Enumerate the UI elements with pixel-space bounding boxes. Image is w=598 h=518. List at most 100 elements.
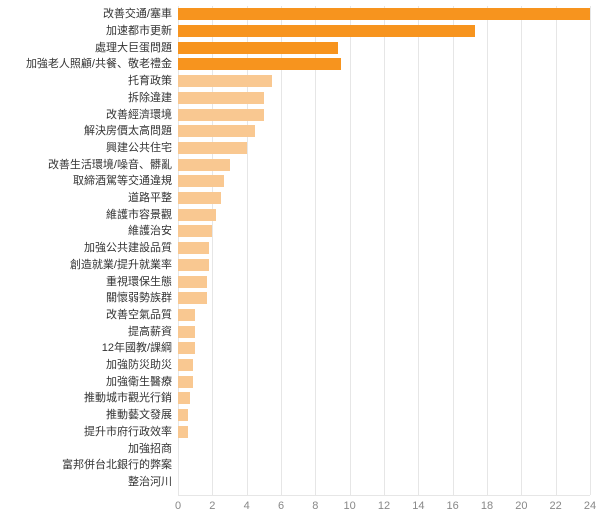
bar-label: 改善空氣品質: [106, 310, 178, 321]
bar-label: 托育政策: [128, 76, 178, 87]
bar-label: 整治河川: [128, 477, 178, 488]
bar: [178, 75, 272, 87]
bar: [178, 159, 230, 171]
bar: [178, 109, 264, 121]
bar-label: 道路平整: [128, 193, 178, 204]
bar-row: 改善經濟環境: [178, 109, 590, 121]
bar: [178, 42, 338, 54]
bar-label: 12年國教/課綱: [102, 343, 178, 354]
bar: [178, 376, 193, 388]
bar: [178, 309, 195, 321]
bar-row: 推動藝文發展: [178, 409, 590, 421]
x-tick-label: 24: [584, 501, 596, 512]
bar-label: 創造就業/提升就業率: [70, 260, 178, 271]
bar-row: 處理大巨蛋問題: [178, 42, 590, 54]
bar-row: 拆除違建: [178, 92, 590, 104]
bar: [178, 192, 221, 204]
bar-row: 維護治安: [178, 225, 590, 237]
bar-row: 加速都市更新: [178, 25, 590, 37]
bar-row: 推動城市觀光行銷: [178, 392, 590, 404]
bar-row: 整治河川: [178, 476, 590, 488]
bar-row: 托育政策: [178, 75, 590, 87]
bar-row: 加強老人照顧/共餐、敬老禮金: [178, 58, 590, 70]
bar-label: 改善生活環境/噪音、髒亂: [48, 160, 178, 171]
bar-row: 重視環保生態: [178, 276, 590, 288]
bar: [178, 8, 590, 20]
bar-label: 推動藝文發展: [106, 410, 178, 421]
bar-label: 改善經濟環境: [106, 110, 178, 121]
bar-row: 興建公共住宅: [178, 142, 590, 154]
bar-label: 加強招商: [128, 444, 178, 455]
bar-row: 維護市容景觀: [178, 209, 590, 221]
bar-row: 取締酒駕等交通違規: [178, 175, 590, 187]
x-tick-label: 2: [209, 501, 215, 512]
bar-row: 12年國教/課綱: [178, 342, 590, 354]
bar-label: 維護治安: [128, 226, 178, 237]
bar-label: 提高薪資: [128, 327, 178, 338]
bar: [178, 392, 190, 404]
bar: [178, 25, 475, 37]
bar-row: 改善生活環境/噪音、髒亂: [178, 159, 590, 171]
bar-label: 加強衛生醫療: [106, 377, 178, 388]
bar: [178, 326, 195, 338]
bar-row: 提升市府行政效率: [178, 426, 590, 438]
gridline: [590, 6, 591, 495]
bar-row: 加強公共建設品質: [178, 242, 590, 254]
bar: [178, 292, 207, 304]
bar-label: 取締酒駕等交通違規: [73, 176, 178, 187]
bar: [178, 342, 195, 354]
bar-label: 加強防災助災: [106, 360, 178, 371]
bar: [178, 225, 212, 237]
x-tick-label: 18: [481, 501, 493, 512]
bar: [178, 276, 207, 288]
chart-root: 024681012141618202224改善交通/塞車加速都市更新處理大巨蛋問…: [0, 0, 598, 518]
bar-label: 重視環保生態: [106, 277, 178, 288]
x-tick-label: 14: [412, 501, 424, 512]
bar: [178, 426, 188, 438]
bar-label: 處理大巨蛋問題: [95, 43, 178, 54]
bar-label: 加強公共建設品質: [84, 243, 178, 254]
x-tick-label: 4: [244, 501, 250, 512]
bar: [178, 242, 209, 254]
bar-label: 推動城市觀光行銷: [84, 393, 178, 404]
bar-row: 道路平整: [178, 192, 590, 204]
bar-label: 興建公共住宅: [106, 143, 178, 154]
x-tick-label: 6: [278, 501, 284, 512]
x-tick-label: 10: [344, 501, 356, 512]
x-tick-label: 16: [447, 501, 459, 512]
x-tick-label: 8: [312, 501, 318, 512]
bar-row: 加強衛生醫療: [178, 376, 590, 388]
bar: [178, 175, 224, 187]
bar-label: 加強老人照顧/共餐、敬老禮金: [26, 59, 178, 70]
bar-label: 維護市容景觀: [106, 210, 178, 221]
x-tick-label: 20: [515, 501, 527, 512]
bar: [178, 209, 216, 221]
bar-row: 創造就業/提升就業率: [178, 259, 590, 271]
bar-row: 富邦併台北銀行的弊案: [178, 459, 590, 471]
x-tick-label: 0: [175, 501, 181, 512]
bar: [178, 142, 247, 154]
bar-row: 關懷弱勢族群: [178, 292, 590, 304]
plot-area: 024681012141618202224改善交通/塞車加速都市更新處理大巨蛋問…: [178, 6, 590, 495]
bar-label: 拆除違建: [128, 93, 178, 104]
bar-row: 提高薪資: [178, 326, 590, 338]
bar: [178, 92, 264, 104]
bar-label: 解決房價太高問題: [84, 126, 178, 137]
x-tick-label: 12: [378, 501, 390, 512]
bar-row: 解決房價太高問題: [178, 125, 590, 137]
bar: [178, 409, 188, 421]
x-axis: [178, 495, 590, 496]
bar: [178, 359, 193, 371]
bar: [178, 58, 341, 70]
x-tick-label: 22: [550, 501, 562, 512]
bar: [178, 125, 255, 137]
bar-row: 改善空氣品質: [178, 309, 590, 321]
bar-label: 加速都市更新: [106, 26, 178, 37]
bar-row: 改善交通/塞車: [178, 8, 590, 20]
bar-label: 改善交通/塞車: [103, 9, 178, 20]
bar-label: 提升市府行政效率: [84, 427, 178, 438]
bar-row: 加強招商: [178, 443, 590, 455]
bar-label: 關懷弱勢族群: [106, 293, 178, 304]
bar-label: 富邦併台北銀行的弊案: [62, 460, 178, 471]
bar: [178, 259, 209, 271]
